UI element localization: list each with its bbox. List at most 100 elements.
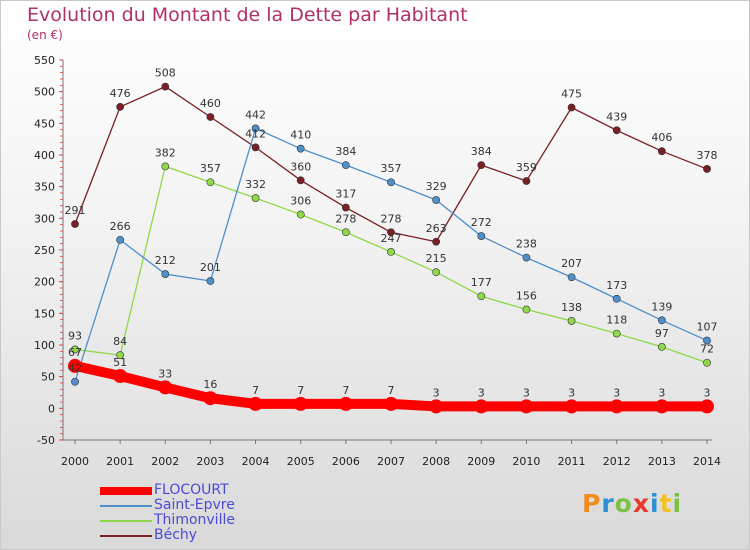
data-label-b-chy: 317 <box>335 188 356 201</box>
data-label-thimonville: 382 <box>155 146 176 159</box>
data-point-thimonville <box>657 342 666 351</box>
data-point-b-chy <box>567 103 576 112</box>
data-label-flocourt: 7 <box>388 384 395 397</box>
x-tick-label: 2009 <box>467 455 495 468</box>
data-point-thimonville <box>161 162 170 171</box>
y-tick-label: 300 <box>34 212 55 225</box>
data-label-saint-epvre: 107 <box>697 321 718 334</box>
data-point-saint-epvre <box>251 124 260 133</box>
data-point-thimonville <box>703 358 711 367</box>
data-point-flocourt <box>68 358 82 373</box>
legend-label-thimonville: Thimonville <box>154 512 235 528</box>
data-point-thimonville <box>116 351 125 360</box>
data-label-b-chy: 291 <box>65 204 86 217</box>
data-point-flocourt <box>474 399 489 414</box>
data-point-b-chy <box>206 113 215 121</box>
proxiti-logo: Proxiti <box>582 489 682 518</box>
legend-swatch-bechy <box>100 535 152 537</box>
data-label-thimonville: 332 <box>245 178 266 191</box>
data-point-b-chy <box>71 220 79 228</box>
logo-letter: o <box>614 489 633 518</box>
data-label-thimonville: 97 <box>655 327 669 340</box>
data-point-thimonville <box>251 194 260 202</box>
x-tick-label: 2005 <box>287 455 315 468</box>
data-label-saint-epvre: 410 <box>290 129 311 142</box>
data-label-flocourt: 16 <box>203 378 217 391</box>
data-point-saint-epvre <box>522 253 531 262</box>
data-label-saint-epvre: 173 <box>606 279 627 292</box>
y-tick-label: 200 <box>34 276 55 289</box>
y-tick-label: 500 <box>34 86 55 99</box>
data-point-thimonville <box>71 345 79 354</box>
x-tick-label: 2002 <box>151 455 179 468</box>
y-tick-label: 50 <box>41 371 55 384</box>
data-point-flocourt <box>338 396 353 411</box>
data-point-saint-epvre <box>161 270 170 278</box>
data-label-b-chy: 476 <box>110 87 131 100</box>
data-point-thimonville <box>612 329 621 338</box>
data-point-saint-epvre <box>703 336 711 345</box>
y-tick-label: 350 <box>34 181 55 194</box>
data-label-flocourt: 67 <box>68 346 82 359</box>
x-tick-label: 2010 <box>512 455 540 468</box>
data-label-saint-epvre: 329 <box>426 180 447 193</box>
y-tick-label: 0 <box>48 402 55 415</box>
data-label-saint-epvre: 384 <box>335 145 356 158</box>
data-label-b-chy: 384 <box>471 145 492 158</box>
data-point-b-chy <box>477 161 486 170</box>
data-label-thimonville: 84 <box>113 335 127 348</box>
data-label-thimonville: 215 <box>426 252 447 265</box>
data-label-thimonville: 72 <box>700 343 714 356</box>
data-point-b-chy <box>341 203 350 212</box>
data-label-saint-epvre: 272 <box>471 216 492 229</box>
data-point-thimonville <box>296 210 305 219</box>
data-label-thimonville: 93 <box>68 329 82 342</box>
data-point-flocourt <box>293 396 308 411</box>
data-label-flocourt: 3 <box>523 386 530 399</box>
x-tick-label: 2012 <box>603 455 631 468</box>
y-tick-label: 550 <box>34 54 55 67</box>
x-tick-label: 2007 <box>377 455 405 468</box>
y-tick-label: 250 <box>34 244 55 257</box>
data-point-flocourt <box>700 399 714 414</box>
data-label-flocourt: 7 <box>342 384 349 397</box>
data-label-b-chy: 278 <box>381 212 402 225</box>
logo-letter: x <box>632 489 650 518</box>
data-label-saint-epvre: 207 <box>561 257 582 270</box>
data-point-thimonville <box>432 268 441 277</box>
data-point-b-chy <box>251 143 260 152</box>
data-label-saint-epvre: 357 <box>381 162 402 175</box>
legend-label-bechy: Béchy <box>154 527 198 543</box>
data-label-flocourt: 7 <box>252 384 259 397</box>
data-label-saint-epvre: 42 <box>68 362 82 375</box>
data-point-b-chy <box>296 176 305 185</box>
data-point-flocourt <box>654 399 669 414</box>
data-point-thimonville <box>387 247 395 256</box>
data-point-b-chy <box>432 237 441 246</box>
data-point-thimonville <box>341 228 350 237</box>
data-point-b-chy <box>703 165 711 173</box>
x-tick-label: 2004 <box>242 455 270 468</box>
data-point-flocourt <box>203 391 218 406</box>
data-point-flocourt <box>564 399 579 414</box>
data-point-saint-epvre <box>612 294 621 303</box>
legend-swatch-thimonville <box>100 520 152 522</box>
data-label-thimonville: 357 <box>200 162 221 175</box>
data-label-b-chy: 508 <box>155 67 176 80</box>
data-point-flocourt <box>519 399 534 414</box>
data-point-thimonville <box>522 305 531 314</box>
data-label-thimonville: 118 <box>606 314 627 327</box>
legend-swatch-flocourt <box>100 487 152 495</box>
data-label-b-chy: 412 <box>245 127 266 140</box>
data-label-saint-epvre: 212 <box>155 254 176 267</box>
data-point-saint-epvre <box>71 377 79 386</box>
x-tick-label: 2011 <box>558 455 586 468</box>
x-tick-label: 2000 <box>61 455 89 468</box>
legend-label-flocourt: FLOCOURT <box>154 482 229 498</box>
data-point-b-chy <box>612 126 621 135</box>
data-label-flocourt: 3 <box>478 386 485 399</box>
data-point-saint-epvre <box>432 196 441 204</box>
data-point-saint-epvre <box>657 316 666 325</box>
